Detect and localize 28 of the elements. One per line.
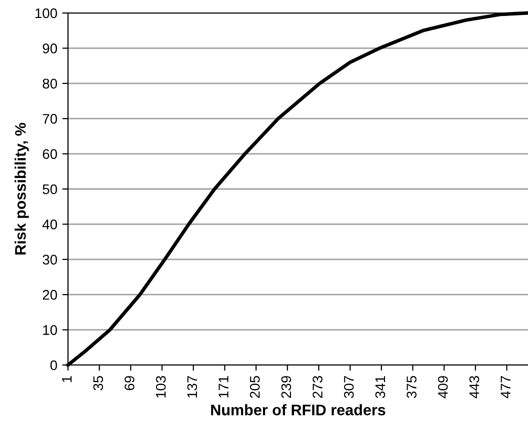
x-tick-label: 1 <box>62 376 72 382</box>
x-tick-label: 375 <box>406 376 416 398</box>
x-tick-label: 409 <box>438 376 448 398</box>
x-tick-label: 137 <box>187 376 198 398</box>
y-tick-label: 30 <box>42 254 58 265</box>
y-tick-label: 80 <box>42 78 58 89</box>
x-tick-label: 103 <box>156 376 166 398</box>
y-tick-label: 100 <box>35 8 58 18</box>
y-tick-label: 20 <box>42 290 58 300</box>
y-tick-label: 60 <box>42 149 58 159</box>
x-tick-label: 307 <box>344 376 354 398</box>
y-tick-label: 0 <box>50 360 58 370</box>
x-tick-label: 239 <box>281 376 292 398</box>
y-tick-label: 40 <box>42 220 58 230</box>
y-tick-label: 10 <box>43 325 58 335</box>
x-tick-label: 341 <box>375 376 386 398</box>
x-axis-title: Number of RFID readers <box>211 404 386 416</box>
x-tick-label: 69 <box>124 376 134 390</box>
y-axis-title: Risk possibility, % <box>14 122 29 254</box>
y-tick-label: 50 <box>42 184 58 194</box>
x-tick-label: 443 <box>469 376 480 398</box>
x-tick-label: 35 <box>93 376 104 390</box>
x-tick-label: 205 <box>250 376 260 398</box>
y-tick-label: 90 <box>42 44 58 54</box>
x-tick-label: 477 <box>500 376 510 398</box>
x-tick-label: 273 <box>312 376 322 398</box>
x-tick-label: 171 <box>218 376 228 398</box>
y-tick-label: 70 <box>42 114 58 124</box>
